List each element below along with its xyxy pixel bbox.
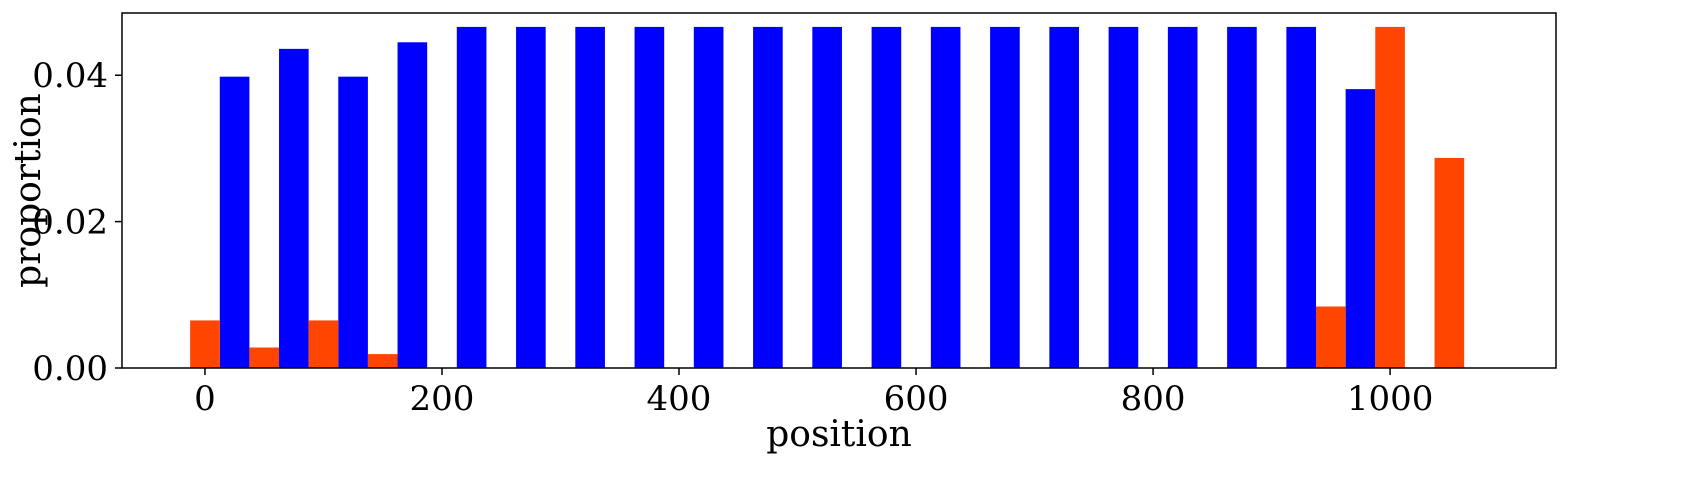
x-tick-label: 400 xyxy=(647,379,712,419)
bar-series0-13 xyxy=(990,26,1020,368)
x-tick-label: 200 xyxy=(410,379,475,419)
x-tick-label: 600 xyxy=(884,379,949,419)
x-tick-label: 1000 xyxy=(1347,379,1434,419)
bar-series1-5 xyxy=(1375,26,1405,368)
y-axis-label: proportion xyxy=(8,93,49,288)
bar-series1-3 xyxy=(367,354,398,368)
x-axis: 0 200 400 600 800 1000 xyxy=(194,368,1433,419)
bar-series1-4 xyxy=(1316,306,1346,368)
bars-layer xyxy=(190,26,1465,369)
y-tick-label: 0.04 xyxy=(32,56,108,96)
bar-series0-1 xyxy=(279,48,309,369)
bar-series0-8 xyxy=(693,26,724,368)
x-tick-label: 0 xyxy=(194,379,216,419)
bar-series0-19 xyxy=(1345,89,1376,368)
y-tick-label: 0.02 xyxy=(32,203,108,243)
bar-series0-3 xyxy=(397,42,428,368)
bar-series0-18 xyxy=(1286,26,1317,368)
bar-series0-10 xyxy=(812,26,842,368)
bar-series0-9 xyxy=(753,26,783,368)
bar-series1-6 xyxy=(1434,157,1465,368)
bar-series0-17 xyxy=(1227,26,1257,368)
bar-series1-2 xyxy=(308,320,339,368)
bar-series0-4 xyxy=(456,26,487,368)
y-tick-label: 0.00 xyxy=(32,349,108,389)
bar-series0-7 xyxy=(634,26,665,368)
bar-series0-5 xyxy=(516,26,546,368)
plot-frame xyxy=(121,12,1557,369)
bar-series0-12 xyxy=(930,26,961,368)
bar-series1-1 xyxy=(249,347,280,368)
x-tick-label: 800 xyxy=(1121,379,1186,419)
bar-series0-14 xyxy=(1049,26,1079,368)
bar-series0-11 xyxy=(871,26,902,368)
x-axis-label: position xyxy=(766,414,912,455)
bar-series1-0 xyxy=(190,320,220,368)
bar-series0-6 xyxy=(575,26,605,368)
bar-series0-15 xyxy=(1108,26,1139,368)
bar-series0-0 xyxy=(219,76,250,368)
y-axis: 0.00 0.02 0.04 xyxy=(32,56,122,389)
bar-series0-16 xyxy=(1167,26,1198,368)
bar-series0-2 xyxy=(338,76,368,368)
